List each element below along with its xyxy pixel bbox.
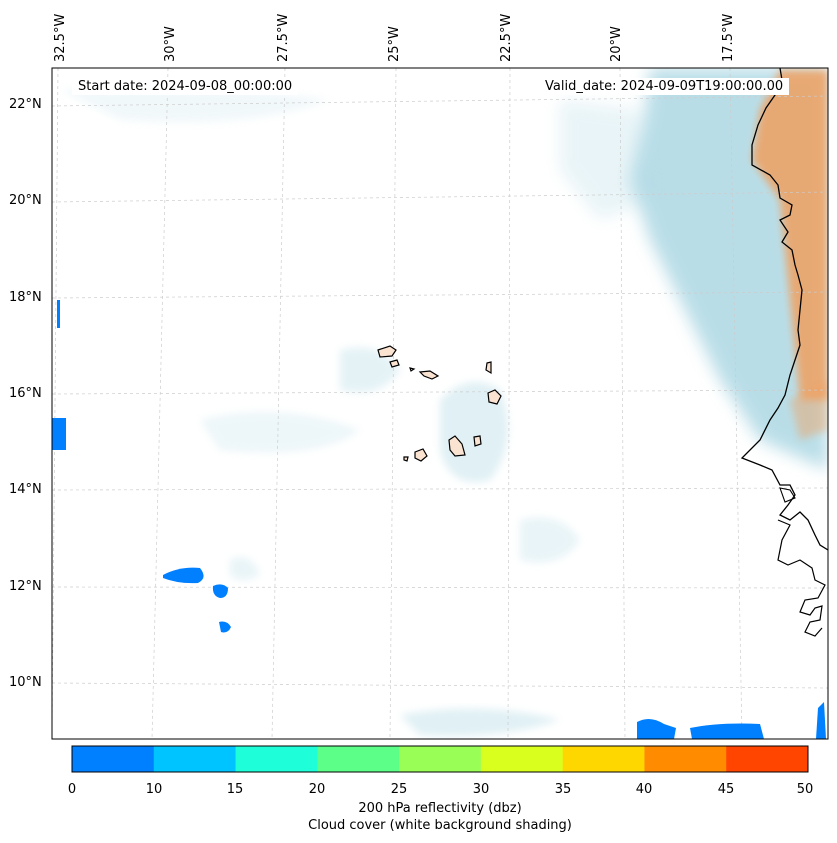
colorbar-swatch-2 — [235, 746, 318, 772]
map-panel — [52, 68, 828, 739]
colorbar-tick-15: 15 — [226, 782, 244, 797]
colorbar-label-cloud-cover: Cloud cover (white background shading) — [308, 818, 572, 833]
colorbar-tick-0: 0 — [67, 782, 77, 797]
start-date-label: Start date: 2024-09-08_00:00:00 — [72, 78, 299, 95]
colorbar-swatch-0 — [72, 746, 155, 772]
cape-verde-islands — [377, 345, 502, 462]
lon-label-22-5w: 22.5°W — [499, 13, 514, 62]
land-shading — [752, 70, 828, 440]
lat-label-12n: 12°N — [9, 579, 42, 594]
colorbar-swatch-6 — [562, 746, 645, 772]
lon-label-17-5w: 17.5°W — [721, 13, 736, 62]
colorbar-swatch-1 — [153, 746, 237, 772]
colorbar-swatch-4 — [399, 746, 482, 772]
colorbar-tick-50: 50 — [796, 782, 814, 797]
colorbar-swatch-3 — [317, 746, 400, 772]
valid-date-label: Valid_date: 2024-09-09T19:00:00.00 — [539, 78, 790, 95]
colorbar-swatch-5 — [480, 746, 564, 772]
graticule — [52, 68, 828, 739]
colorbar-tick-30: 30 — [472, 782, 490, 797]
lat-label-20n: 20°N — [9, 193, 42, 208]
lon-label-25w: 25°W — [387, 26, 402, 62]
lat-label-16n: 16°N — [9, 386, 42, 401]
colorbar-tick-35: 35 — [554, 782, 572, 797]
africa-coastline — [740, 68, 828, 551]
colorbar-tick-10: 10 — [145, 782, 163, 797]
reflectivity-echoes — [52, 300, 826, 739]
colorbar-tick-20: 20 — [308, 782, 326, 797]
colorbar-label-reflectivity: 200 hPa reflectivity (dbz) — [358, 801, 522, 816]
colorbar — [72, 746, 809, 772]
lat-label-14n: 14°N — [9, 482, 42, 497]
lon-label-20w: 20°W — [609, 26, 624, 62]
lat-label-22n: 22°N — [9, 97, 42, 112]
colorbar-swatch-8 — [726, 746, 809, 772]
lon-label-27-5w: 27.5°W — [276, 13, 291, 62]
colorbar-tick-25: 25 — [390, 782, 408, 797]
lon-label-32-5w: 32.5°W — [53, 13, 68, 62]
colorbar-swatch-7 — [644, 746, 727, 772]
lon-label-30w: 30°W — [163, 26, 178, 62]
coastline-south — [777, 519, 826, 637]
map-frame — [51, 67, 829, 740]
lat-label-10n: 10°N — [9, 675, 42, 690]
colorbar-tick-45: 45 — [717, 782, 735, 797]
colorbar-tick-40: 40 — [635, 782, 653, 797]
lat-label-18n: 18°N — [9, 290, 42, 305]
colorbar-frame — [71, 745, 809, 773]
